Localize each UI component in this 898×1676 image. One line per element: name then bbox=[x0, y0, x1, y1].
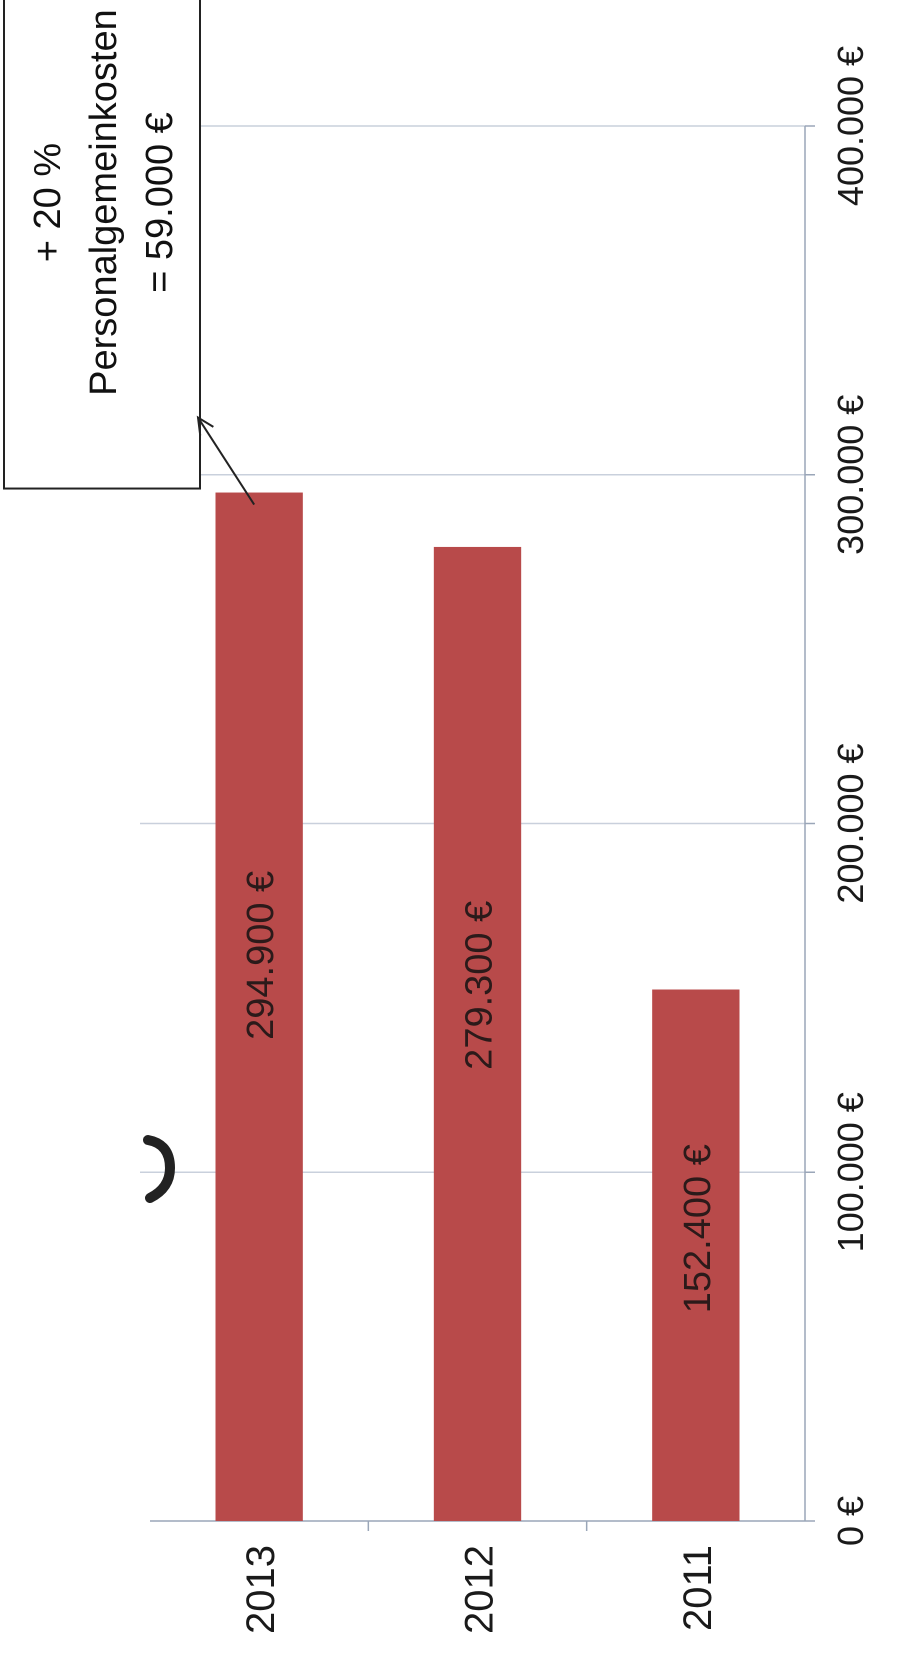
value-tick-label: 300.000 € bbox=[830, 395, 871, 555]
value-tick-label: 0 € bbox=[830, 1496, 871, 1546]
annotation-arrow bbox=[197, 416, 256, 506]
bars bbox=[215, 492, 740, 1521]
annotation: + 20 % Personalgemeinkosten = 59.000 € bbox=[3, 0, 256, 506]
category-label-2012: 2012 bbox=[458, 1545, 502, 1634]
annotation-line: Personalgemeinkosten bbox=[83, 9, 125, 396]
annotation-box bbox=[3, 0, 201, 490]
data-label-2013: 294.900 € bbox=[240, 871, 282, 1040]
category-label-2011: 2011 bbox=[676, 1545, 720, 1631]
bar-2011 bbox=[652, 989, 740, 1521]
labels: 0 € 100.000 € 200.000 € 300.000 € 400.000 € 2… bbox=[239, 46, 871, 1634]
data-label-2011: 152.400 € bbox=[677, 1144, 719, 1313]
value-tick-label: 100.000 € bbox=[830, 1092, 871, 1252]
annotation-line: + 20 % bbox=[27, 143, 69, 262]
value-tick-label: 400.000 € bbox=[830, 46, 871, 206]
bar-2012 bbox=[433, 546, 522, 1521]
title-fragment-glyph bbox=[143, 1135, 176, 1203]
annotation-line: = 59.000 € bbox=[139, 112, 181, 293]
bar-2013 bbox=[215, 492, 303, 1521]
annotation-arrowhead bbox=[196, 415, 214, 436]
value-tick-label: 200.000 € bbox=[830, 743, 871, 903]
category-label-2013: 2013 bbox=[239, 1545, 283, 1634]
data-label-2012: 279.300 € bbox=[459, 901, 501, 1070]
